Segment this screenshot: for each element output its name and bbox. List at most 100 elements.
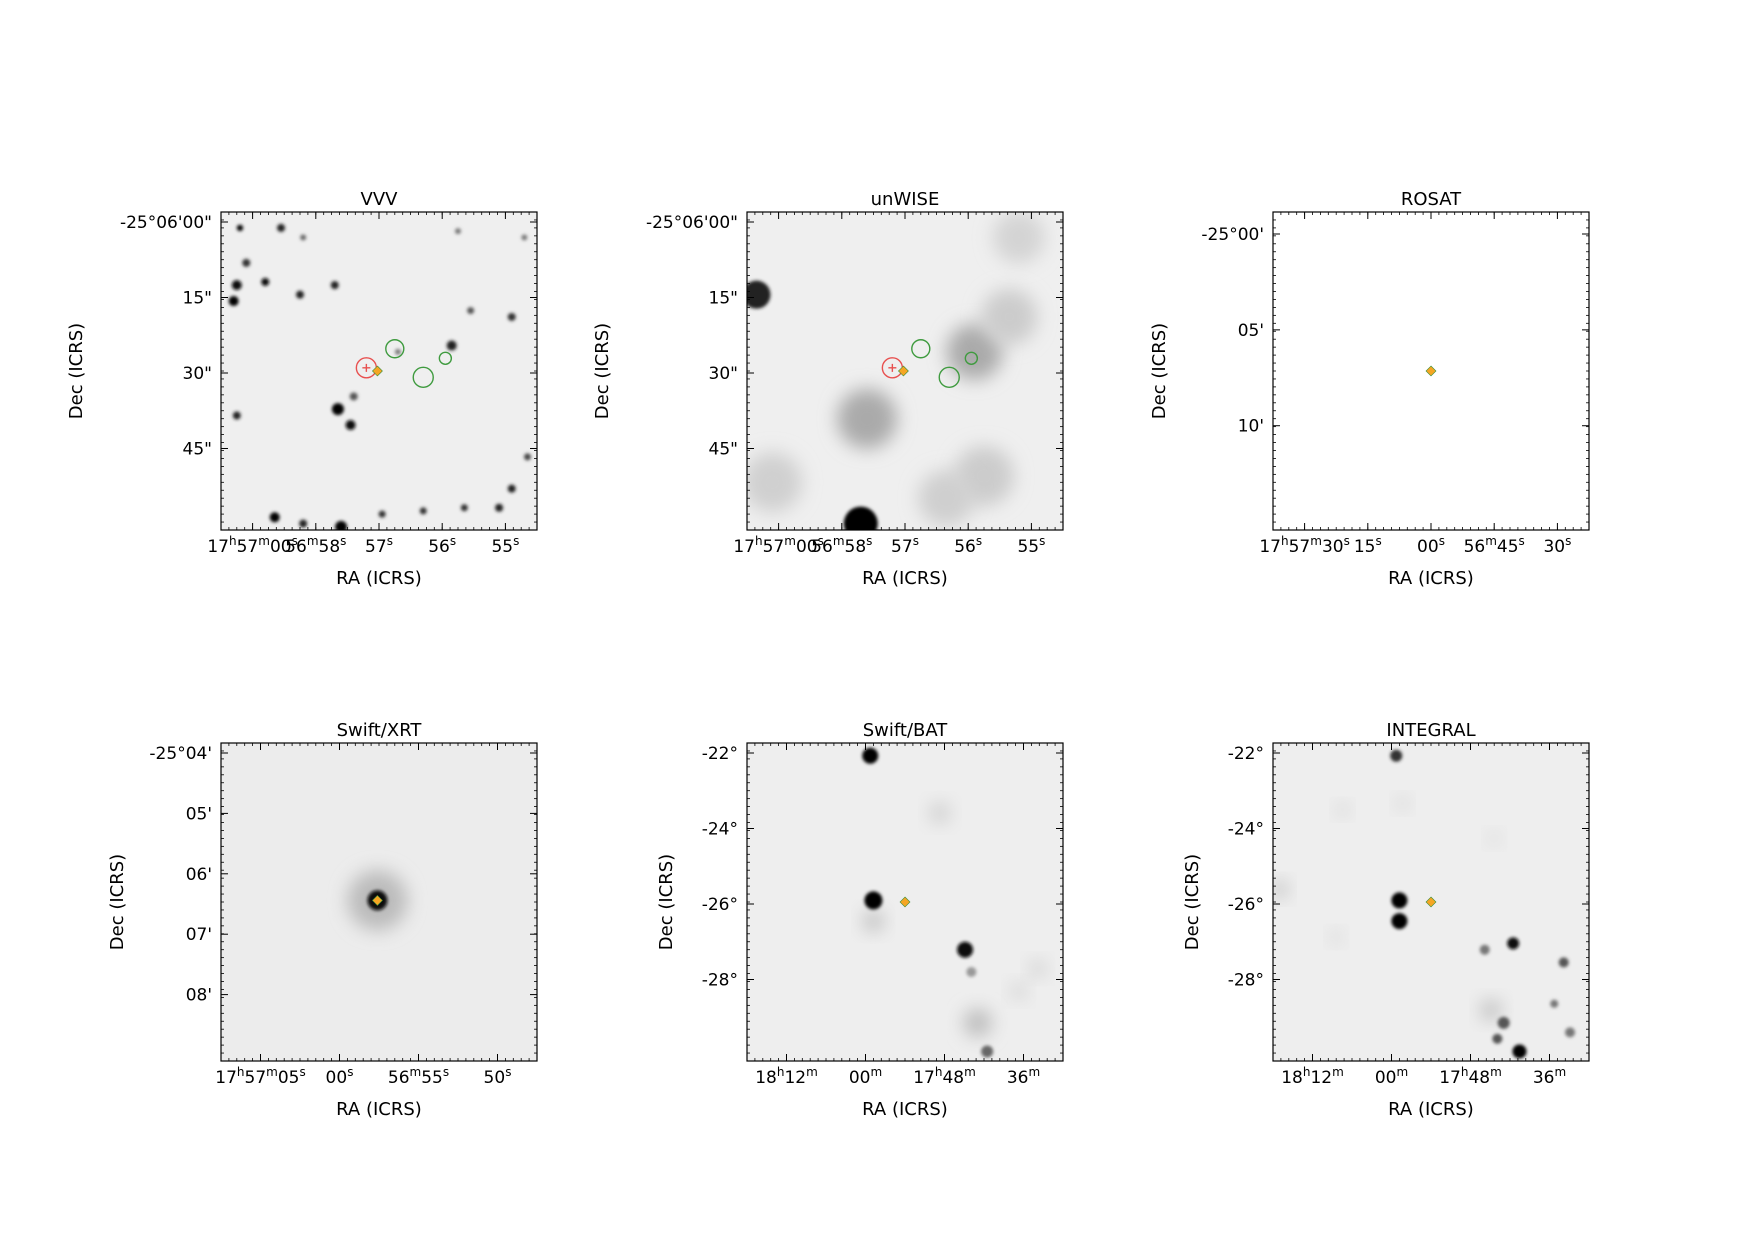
source-blob bbox=[300, 234, 307, 241]
orange-diamond-marker bbox=[371, 894, 383, 906]
source-blob bbox=[1507, 937, 1520, 950]
x-axis-label: RA (ICRS) bbox=[336, 1099, 422, 1120]
diffuse-emission bbox=[1488, 832, 1501, 845]
x-tick-label: 56s bbox=[954, 534, 982, 557]
y-tick-label: 15" bbox=[183, 289, 212, 309]
orange-diamond-marker bbox=[899, 896, 911, 908]
source-blob bbox=[1391, 913, 1408, 930]
y-tick-label: -25°00' bbox=[1201, 225, 1264, 245]
y-tick-label: -25°06'00" bbox=[120, 213, 212, 233]
panel-swift-bat: 18h12m 00m 17h48m 36m -22° -24° -26° -28° Swift/… bbox=[656, 720, 1064, 1120]
panel-integral: 18h12m 00m 17h48m 36m -22° -24° -26° -28° INTEGR… bbox=[1182, 720, 1590, 1120]
source-blob bbox=[1492, 1033, 1503, 1044]
source-blob bbox=[460, 504, 468, 512]
panel-title: ROSAT bbox=[1401, 189, 1462, 210]
source-blob bbox=[269, 512, 280, 523]
y-tick-label: 05' bbox=[1238, 321, 1264, 341]
x-tick-label: 00m bbox=[849, 1065, 882, 1088]
orange-diamond-marker bbox=[1425, 896, 1437, 908]
x-tick-label: 56s bbox=[428, 534, 456, 557]
source-blob bbox=[843, 506, 878, 530]
x-tick-label: 50s bbox=[484, 1065, 512, 1088]
y-tick-label: 15" bbox=[709, 289, 738, 309]
x-tick-label: 15s bbox=[1354, 534, 1382, 557]
source-blob bbox=[231, 280, 242, 291]
x-axis-label: RA (ICRS) bbox=[336, 568, 422, 589]
source-blob bbox=[1512, 1044, 1527, 1059]
source-blob bbox=[966, 966, 977, 977]
source-blob bbox=[228, 296, 239, 307]
diffuse-emission bbox=[1010, 983, 1027, 1000]
x-tick-label: 56m45s bbox=[1464, 534, 1525, 557]
diffuse-emission bbox=[1481, 1000, 1502, 1021]
panel-title: INTEGRAL bbox=[1386, 720, 1475, 741]
panel-rosat: 17h57m30s 15s 00s 56m45s 30s -25°00' 05' 10' ROS… bbox=[1149, 189, 1590, 589]
y-axis-label: Dec (ICRS) bbox=[66, 323, 87, 419]
source-blob bbox=[330, 281, 339, 290]
x-tick-label: 00m bbox=[1375, 1065, 1408, 1088]
panel-title: unWISE bbox=[871, 189, 940, 210]
y-tick-label: -22° bbox=[702, 744, 738, 764]
diffuse-emission bbox=[863, 911, 884, 932]
diffuse-emission bbox=[963, 1008, 992, 1037]
source-blob bbox=[446, 340, 457, 351]
x-axis-label: RA (ICRS) bbox=[1388, 568, 1474, 589]
x-tick-label: 17h57m30s bbox=[1259, 534, 1350, 557]
source-blob bbox=[1497, 1016, 1510, 1029]
x-tick-label: 17h57m00s bbox=[733, 534, 824, 557]
source-blob bbox=[1558, 957, 1569, 968]
y-tick-label: 45" bbox=[709, 440, 738, 460]
x-tick-label: 56m55s bbox=[388, 1065, 449, 1088]
x-axis-label: RA (ICRS) bbox=[862, 1099, 948, 1120]
y-axis-label: Dec (ICRS) bbox=[656, 854, 677, 950]
x-axis-label: RA (ICRS) bbox=[1388, 1099, 1474, 1120]
diffuse-emission bbox=[992, 212, 1045, 264]
red-plus-marker bbox=[888, 363, 897, 372]
y-tick-label: -24° bbox=[702, 820, 738, 840]
source-blob bbox=[261, 277, 270, 286]
x-tick-label: 36m bbox=[1007, 1065, 1040, 1088]
green-circle-marker bbox=[412, 366, 434, 389]
y-tick-label: -28° bbox=[702, 971, 738, 991]
x-tick-label: 17h57m00s bbox=[207, 534, 298, 557]
source-blob bbox=[862, 747, 879, 764]
source-blob bbox=[1550, 999, 1559, 1008]
y-axis-label: Dec (ICRS) bbox=[592, 323, 613, 419]
source-blob bbox=[296, 290, 304, 299]
y-axis-label: Dec (ICRS) bbox=[1182, 854, 1203, 950]
source-blob bbox=[864, 891, 883, 910]
y-tick-label: -25°06'00" bbox=[646, 213, 738, 233]
source-blob bbox=[507, 484, 516, 493]
diffuse-emission bbox=[918, 470, 975, 527]
diffuse-emission bbox=[1336, 803, 1349, 816]
green-circle-marker bbox=[911, 339, 931, 359]
x-tick-label: 17h48m bbox=[913, 1065, 976, 1088]
green-circle-marker bbox=[438, 351, 453, 365]
x-tick-label: 17h48m bbox=[1439, 1065, 1502, 1088]
x-tick-label: 56m58s bbox=[285, 534, 346, 557]
x-tick-label: 17h57m05s bbox=[215, 1065, 306, 1088]
source-blob bbox=[455, 228, 461, 235]
y-tick-label: -28° bbox=[1228, 971, 1264, 991]
source-blob bbox=[521, 234, 528, 241]
source-blob bbox=[335, 520, 348, 530]
source-blob bbox=[242, 258, 251, 267]
source-blob bbox=[1479, 944, 1490, 955]
x-tick-label: 36m bbox=[1533, 1065, 1566, 1088]
x-tick-label: 55s bbox=[1017, 534, 1045, 557]
x-tick-label: 56m58s bbox=[811, 534, 872, 557]
source-blob bbox=[507, 312, 516, 321]
diffuse-emission bbox=[1273, 881, 1288, 898]
x-tick-label: 57s bbox=[891, 534, 919, 557]
panel-title: VVV bbox=[361, 189, 399, 210]
source-blob bbox=[232, 411, 241, 420]
green-circle-marker bbox=[385, 339, 405, 359]
diffuse-emission bbox=[929, 802, 950, 823]
y-tick-label: 10' bbox=[1238, 417, 1264, 437]
x-tick-label: 18h12m bbox=[1281, 1065, 1344, 1088]
x-tick-label: 18h12m bbox=[755, 1065, 818, 1088]
green-circle-marker bbox=[964, 351, 979, 365]
